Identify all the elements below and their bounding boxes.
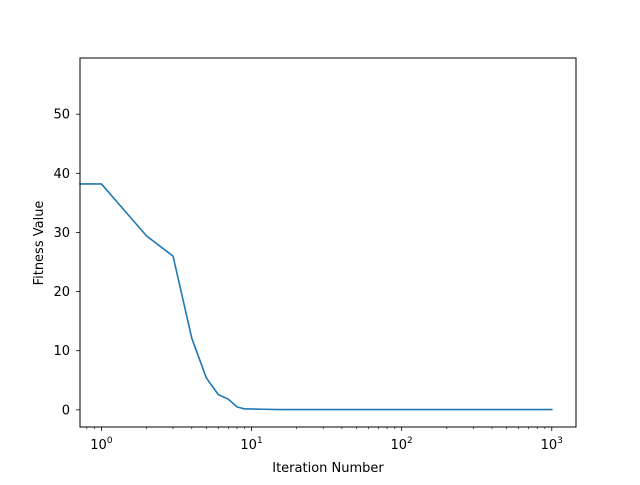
plot-area: [80, 58, 576, 427]
y-tick-label: 50: [53, 108, 70, 123]
y-tick-label: 20: [53, 285, 70, 300]
x-tick-label: 100: [90, 436, 113, 453]
x-tick-label: 103: [541, 436, 563, 453]
y-tick-label: 0: [62, 403, 70, 418]
series-layer: [79, 183, 553, 411]
y-axis-label: Fitness Value: [32, 201, 47, 286]
plot-background: [80, 58, 576, 427]
x-tick-label: 102: [391, 436, 413, 453]
series-line-0: [79, 183, 553, 411]
y-tick-label: 30: [53, 226, 70, 241]
axes-layer: 100 101 102 103 0 10 20 30 40 50: [53, 57, 577, 453]
y-tick-label: 10: [53, 344, 70, 359]
x-tick-label: 101: [240, 436, 262, 453]
axes-frame: [79, 57, 577, 428]
y-tick-label: 40: [53, 167, 70, 182]
x-axis-label: Iteration Number: [272, 461, 384, 476]
